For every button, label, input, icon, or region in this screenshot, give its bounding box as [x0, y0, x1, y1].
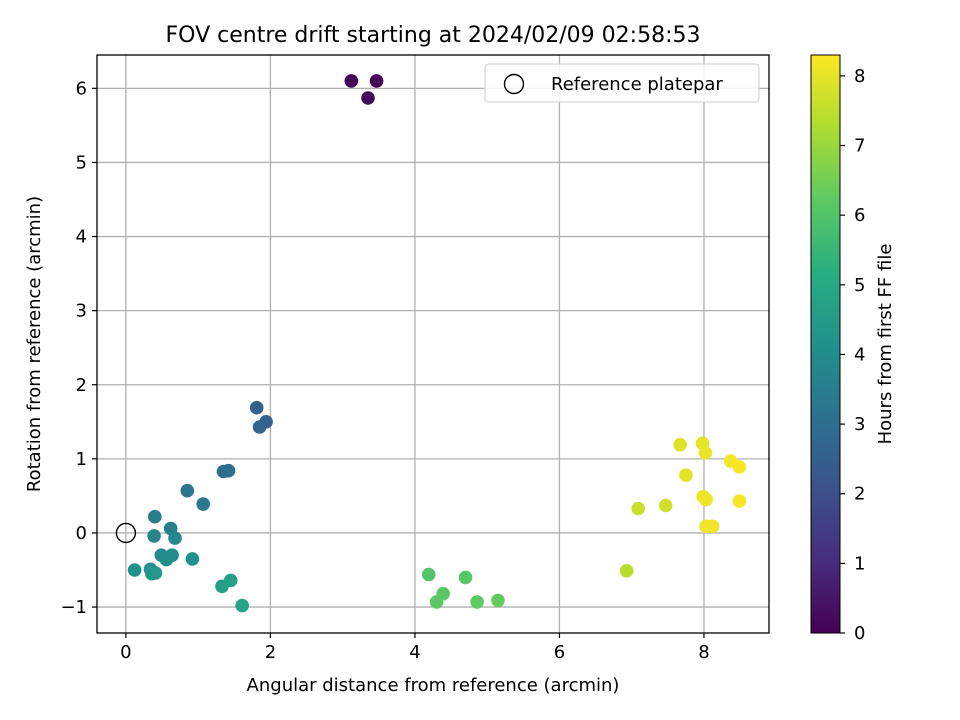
x-axis-ticks: 0 2 4 6 8 [120, 633, 710, 663]
colorbar-tick-label: 6 [854, 205, 865, 226]
data-point [705, 519, 720, 534]
colorbar-label: Hours from first FF file [875, 244, 896, 445]
colorbar-tick-label: 5 [854, 275, 865, 296]
data-point [180, 483, 195, 498]
colorbar-tick-label: 3 [854, 414, 865, 435]
data-point [235, 598, 249, 613]
data-point [185, 552, 200, 566]
data-point [732, 494, 747, 508]
y-axis-ticks: −1 0 1 2 3 4 5 6 [60, 78, 97, 618]
data-point [421, 567, 436, 582]
y-tick-label: 2 [76, 375, 87, 396]
data-point [458, 570, 473, 585]
reference-marker-layer [115, 522, 137, 544]
reference-platepar-marker [115, 522, 137, 544]
data-point [148, 566, 163, 580]
colorbar-tick-label: 0 [854, 623, 865, 644]
y-tick-label: 0 [76, 523, 87, 544]
data-point [658, 498, 673, 513]
data-point [148, 509, 162, 524]
data-point [147, 529, 161, 543]
data-point [252, 420, 267, 434]
y-tick-label: 4 [76, 227, 87, 248]
data-point [249, 400, 264, 415]
colorbar-tick-label: 7 [854, 136, 865, 157]
data-point [631, 501, 645, 516]
y-tick-label: 1 [76, 449, 87, 470]
legend-label: Reference platepar [551, 74, 723, 95]
colorbar-tick-label: 1 [854, 553, 865, 574]
data-point [619, 564, 634, 578]
x-axis-label: Angular distance from reference (arcmin) [247, 675, 620, 696]
data-point [127, 563, 142, 577]
chart-title: FOV centre drift starting at 2024/02/09 … [166, 23, 701, 48]
data-point [369, 74, 384, 88]
data-point [221, 463, 236, 478]
y-axis-label: Rotation from reference (arcmin) [24, 196, 45, 492]
x-tick-label: 6 [554, 642, 565, 663]
data-point [223, 573, 238, 588]
y-tick-label: 5 [76, 152, 87, 173]
data-point [698, 446, 713, 460]
data-point [168, 531, 182, 545]
data-point [699, 492, 713, 507]
data-point [196, 497, 210, 511]
data-points [127, 74, 747, 613]
colorbar-tick-label: 8 [854, 66, 865, 87]
data-point [679, 468, 693, 483]
data-point [732, 460, 747, 474]
x-tick-label: 0 [120, 642, 131, 663]
grid [97, 55, 769, 633]
x-tick-label: 8 [698, 642, 709, 663]
y-tick-label: 6 [76, 78, 87, 99]
data-point [673, 438, 687, 452]
y-tick-label: −1 [60, 597, 87, 618]
x-tick-label: 4 [409, 642, 420, 663]
colorbar-ticks: 0 1 2 3 4 5 6 7 8 [840, 66, 865, 644]
legend-marker-icon [503, 73, 525, 95]
colorbar-tick-label: 4 [854, 344, 865, 365]
y-tick-label: 3 [76, 301, 87, 322]
plot-frame [96, 54, 770, 634]
data-point [470, 595, 484, 609]
legend-box [484, 63, 760, 103]
data-point [429, 595, 444, 609]
legend: Reference platepar [484, 63, 760, 103]
x-tick-label: 2 [265, 642, 276, 663]
colorbar-gradient [810, 54, 841, 634]
colorbar-tick-label: 2 [854, 484, 865, 505]
colorbar: 0 1 2 3 4 5 6 7 8 Hours from first FF file [810, 54, 896, 644]
data-point [159, 552, 174, 567]
data-point [344, 74, 359, 88]
data-point [491, 593, 505, 608]
data-point [361, 91, 375, 105]
